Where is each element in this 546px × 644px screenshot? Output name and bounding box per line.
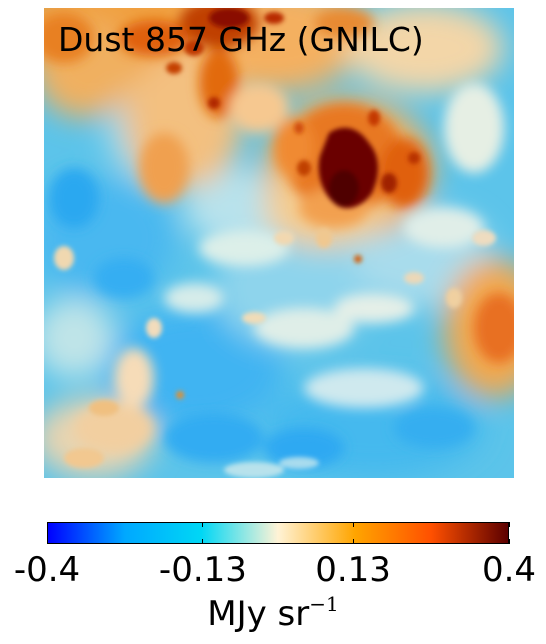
colorbar-tick-label: -0.13 <box>158 550 247 590</box>
map-fine-structure <box>54 8 496 478</box>
colorbar-tick-label: 0.13 <box>315 550 391 590</box>
colorbar-tick-mark <box>509 539 510 544</box>
colorbar-tick-mark <box>47 539 48 544</box>
colorbar-tick-mark <box>47 522 48 527</box>
colorbar-unit-label: MJy sr−1 <box>0 592 546 634</box>
unit-exponent: −1 <box>309 592 339 616</box>
dust-map-image <box>44 8 514 478</box>
map-medium-structure <box>44 8 514 468</box>
colorbar-tick-label: -0.4 <box>13 550 81 590</box>
colorbar <box>47 522 509 544</box>
colorbar-tick-mark <box>353 522 354 527</box>
dust-map-svg <box>44 8 514 478</box>
colorbar-tick-mark <box>509 522 510 527</box>
colorbar-tick-label: 0.4 <box>481 550 537 590</box>
map-title: Dust 857 GHz (GNILC) <box>58 20 424 59</box>
colorbar-tick-mark <box>202 522 203 527</box>
colorbar-tick-mark <box>353 539 354 544</box>
colorbar-tick-mark <box>202 539 203 544</box>
unit-base: MJy sr <box>207 594 310 634</box>
